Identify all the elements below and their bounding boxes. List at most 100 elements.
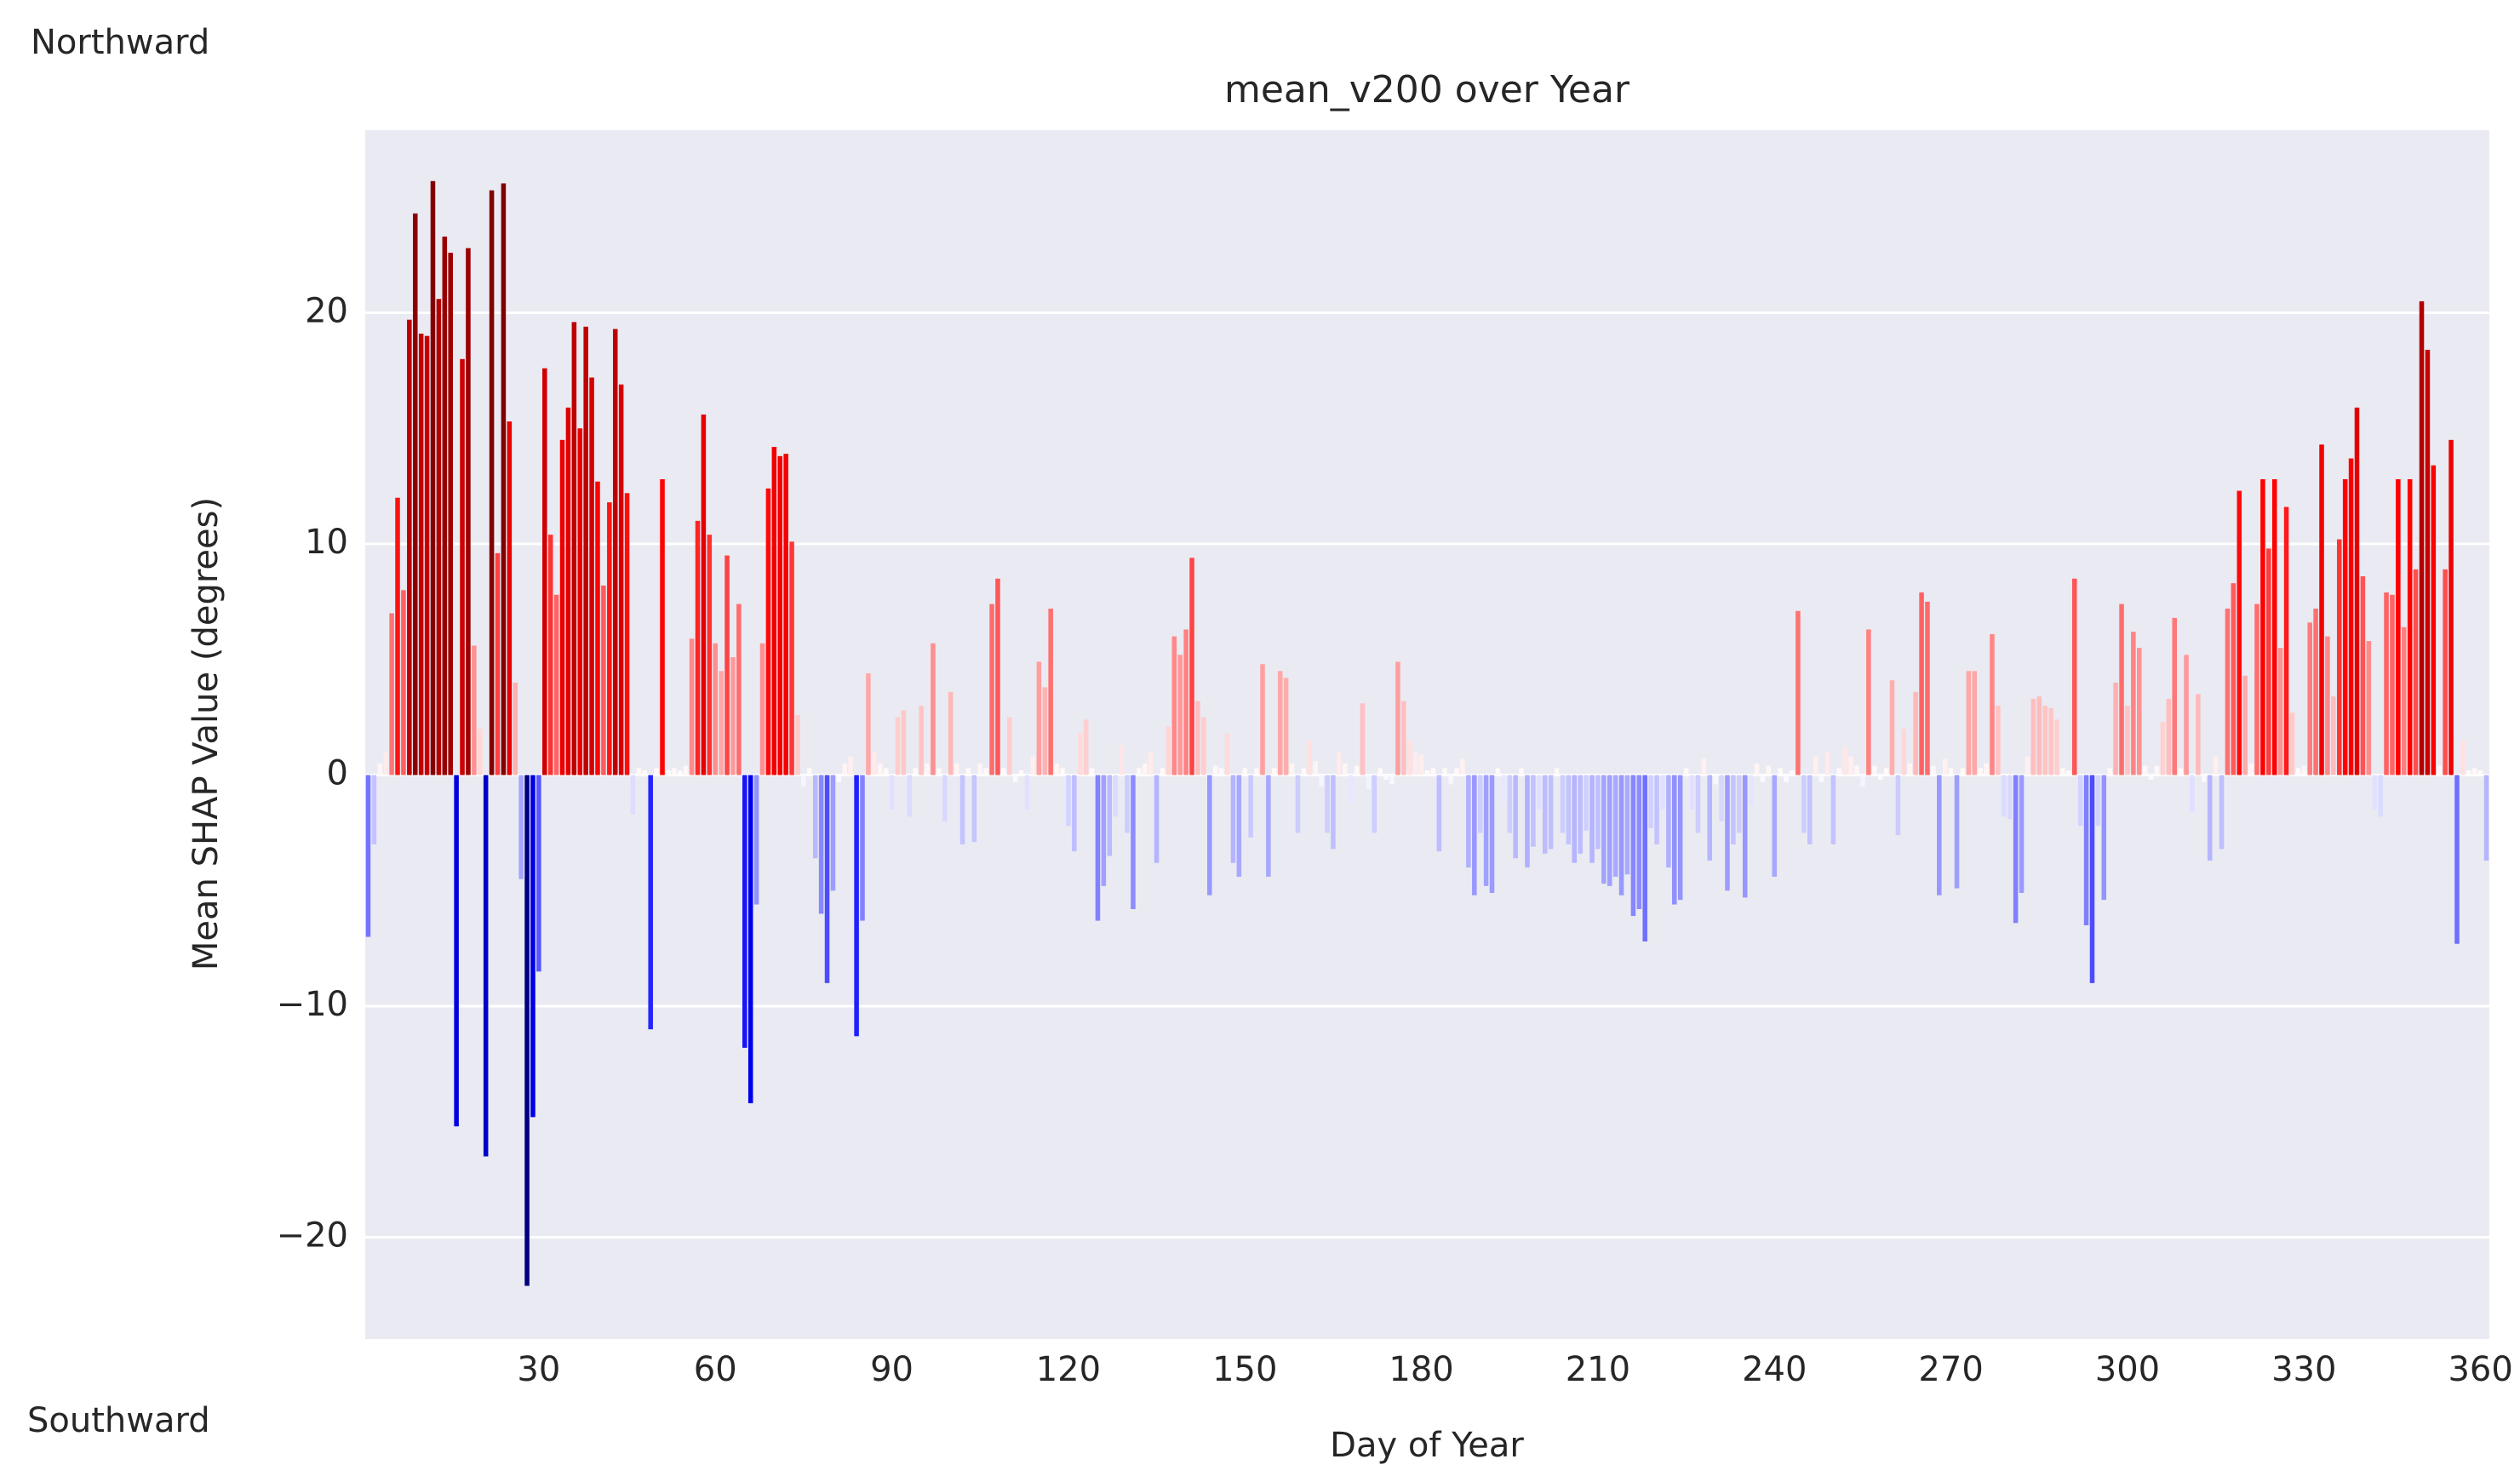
bar	[747, 775, 753, 1104]
bar	[2460, 740, 2466, 775]
bar	[648, 775, 653, 1030]
bar	[872, 752, 877, 775]
bar	[948, 691, 954, 775]
bar	[1731, 775, 1736, 844]
bar	[818, 775, 824, 914]
bar	[2283, 506, 2289, 775]
bar	[1331, 775, 1336, 850]
x-axis-label: Day of Year	[1330, 1426, 1524, 1465]
bar	[536, 775, 541, 972]
bar	[1737, 775, 1742, 833]
bar	[1430, 768, 1436, 775]
bar	[1030, 756, 1036, 775]
bar	[501, 183, 507, 775]
bar	[1236, 775, 1242, 877]
bar	[1224, 733, 1230, 775]
bar	[907, 775, 913, 817]
bar	[571, 322, 577, 775]
bar	[448, 252, 453, 775]
bar	[2095, 775, 2101, 827]
bar	[1642, 775, 1647, 942]
bar	[2384, 592, 2389, 775]
bar	[1177, 655, 1183, 775]
bar	[677, 770, 683, 775]
bar	[607, 502, 612, 775]
bar	[1877, 775, 1883, 780]
bar	[2319, 444, 2324, 775]
bar	[1137, 768, 1142, 775]
bar	[1183, 629, 1188, 775]
bar	[1195, 701, 1200, 775]
bar	[2066, 770, 2071, 775]
bar	[1954, 775, 1960, 889]
bar	[2471, 768, 2477, 775]
bar	[1483, 775, 1489, 886]
bar	[1442, 768, 1447, 775]
bar	[1784, 775, 1789, 782]
x-tick-label: 180	[1389, 1350, 1453, 1389]
bar	[1107, 775, 1113, 856]
bar	[1824, 752, 1830, 775]
bar	[848, 756, 853, 775]
bar	[1254, 768, 1259, 775]
bar	[2466, 770, 2471, 775]
bar	[2360, 576, 2366, 775]
bar	[965, 768, 971, 775]
bar	[1007, 717, 1012, 775]
bar	[2060, 768, 2065, 775]
bar	[860, 775, 865, 921]
bar	[1218, 768, 1224, 775]
x-tick-label: 330	[2271, 1350, 2336, 1389]
bar	[530, 775, 536, 1118]
bar	[1707, 775, 1713, 861]
bar	[1612, 775, 1618, 877]
bar	[2213, 756, 2219, 775]
bar	[1818, 775, 1824, 782]
bar	[478, 729, 483, 775]
bar	[1418, 754, 1424, 775]
bar	[1883, 768, 1889, 775]
bar	[1207, 775, 1212, 895]
bar	[1719, 775, 1724, 821]
bar	[866, 673, 871, 775]
bar	[2419, 300, 2425, 775]
bar	[377, 763, 383, 775]
bar	[1689, 775, 1695, 810]
bar	[2148, 775, 2154, 780]
bar	[513, 682, 518, 775]
bar	[2225, 609, 2231, 775]
bar	[1660, 775, 1665, 810]
bar	[765, 488, 771, 775]
bar	[1360, 703, 1366, 775]
bar	[1913, 691, 1918, 775]
bar	[1801, 775, 1807, 833]
bar	[1601, 775, 1606, 884]
bar	[842, 763, 848, 775]
bar	[1937, 775, 1942, 895]
bar	[630, 775, 636, 815]
bar	[2448, 439, 2454, 775]
bar	[1466, 775, 1471, 868]
bar	[1519, 768, 1524, 775]
x-tick-label: 360	[2448, 1350, 2512, 1389]
bar	[959, 775, 965, 844]
bar	[2443, 569, 2448, 775]
bar	[1990, 633, 1995, 775]
bar	[412, 213, 418, 775]
bar	[460, 358, 465, 775]
bar	[1301, 768, 1307, 775]
bar	[736, 604, 742, 775]
y-tick-label: 0	[327, 754, 348, 793]
bar	[2107, 768, 2112, 775]
bar	[1854, 765, 1859, 775]
bar	[565, 407, 571, 775]
bar	[365, 775, 371, 937]
bar	[2190, 775, 2195, 812]
bar	[553, 594, 559, 775]
bar	[466, 248, 471, 775]
bar	[1948, 768, 1954, 775]
bar	[2295, 768, 2301, 775]
bar	[2007, 775, 2013, 820]
bar	[2125, 706, 2130, 775]
bar	[436, 299, 442, 775]
